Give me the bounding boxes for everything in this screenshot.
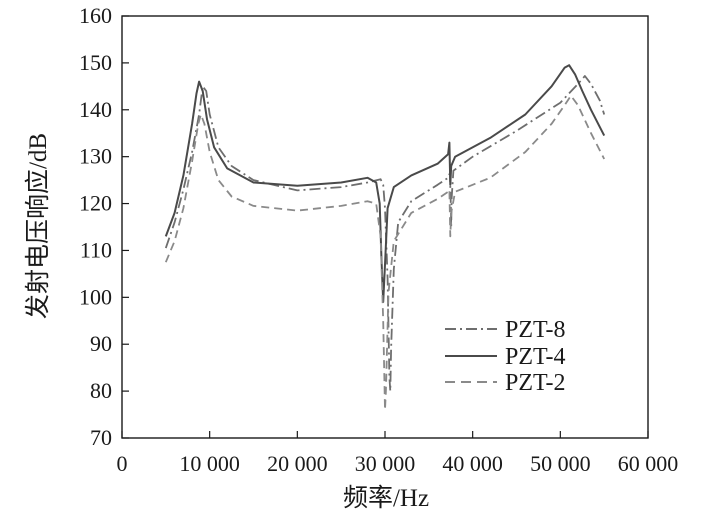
x-tick-label: 40 000 bbox=[442, 451, 503, 476]
y-tick-label: 160 bbox=[79, 3, 112, 28]
y-tick-label: 110 bbox=[80, 237, 112, 262]
series-line-pzt-2 bbox=[164, 94, 606, 411]
y-tick-label: 80 bbox=[90, 378, 112, 403]
y-tick-label: 150 bbox=[79, 50, 112, 75]
legend: PZT-8 PZT-4 PZT-2 bbox=[445, 317, 565, 396]
x-tick-label: 50 000 bbox=[530, 451, 591, 476]
y-tick-label: 90 bbox=[90, 331, 112, 356]
x-tick-label: 60 000 bbox=[618, 451, 679, 476]
ticks-layer: 0 10 000 20 000 30 000 40 000 50 000 60 000 70 8… bbox=[79, 3, 678, 476]
x-tick-label: 10 000 bbox=[179, 451, 240, 476]
y-tick-label: 140 bbox=[79, 97, 112, 122]
legend-label-pzt-8: PZT-8 bbox=[505, 317, 565, 343]
x-tick-label: 30 000 bbox=[355, 451, 416, 476]
legend-label-pzt-4: PZT-4 bbox=[505, 344, 565, 370]
y-tick-label: 120 bbox=[79, 191, 112, 216]
legend-label-pzt-2: PZT-2 bbox=[505, 370, 565, 396]
y-tick-label: 130 bbox=[79, 144, 112, 169]
y-tick-label: 100 bbox=[79, 284, 112, 309]
series-line-pzt-8 bbox=[164, 75, 606, 392]
series-layer bbox=[164, 64, 606, 411]
y-axis-title: 发射电压响应/dB bbox=[24, 133, 52, 319]
x-axis-title: 频率/Hz bbox=[343, 484, 429, 512]
y-tick-label: 70 bbox=[90, 425, 112, 450]
series-line-pzt-4 bbox=[164, 64, 606, 303]
x-tick-label: 0 bbox=[117, 451, 128, 476]
x-tick-label: 20 000 bbox=[267, 451, 328, 476]
